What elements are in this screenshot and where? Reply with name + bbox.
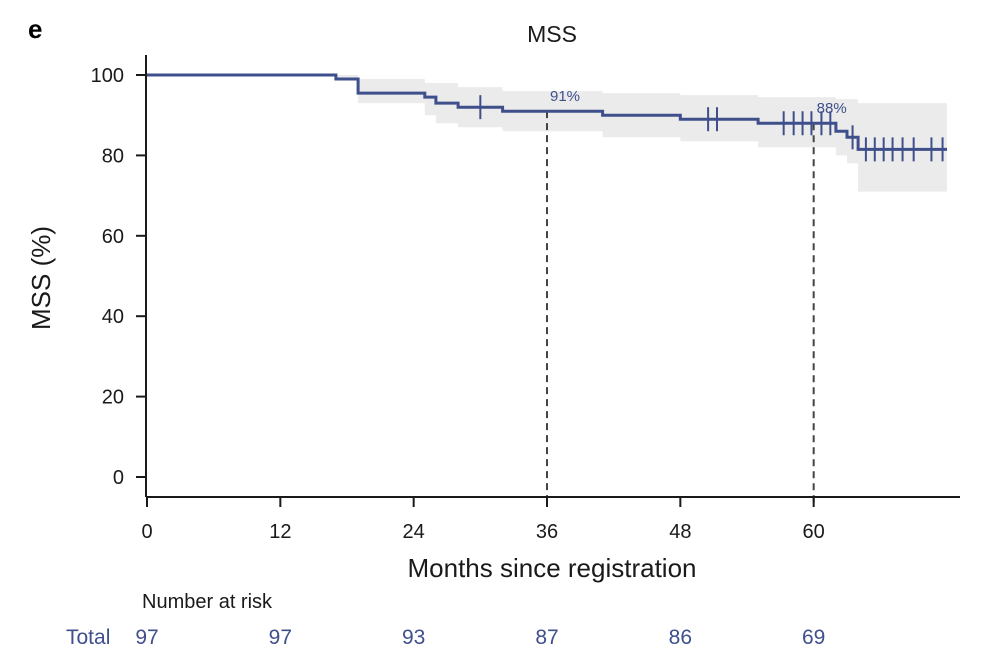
reference-label-60: 88% bbox=[817, 100, 847, 117]
y-tick-label-60: 60 bbox=[102, 226, 124, 248]
x-tick-label-60: 60 bbox=[803, 521, 825, 543]
risk-table-values: 97 97 93 87 86 69 bbox=[135, 626, 825, 649]
x-axis-ticks: 0 12 24 36 48 60 bbox=[141, 497, 825, 543]
risk-value-36: 87 bbox=[535, 626, 558, 649]
survival-curve bbox=[147, 73, 947, 151]
confidence-band bbox=[147, 75, 947, 192]
risk-value-48: 86 bbox=[669, 626, 692, 649]
y-tick-label-0: 0 bbox=[113, 467, 124, 489]
reference-lines: 91% 88% bbox=[546, 88, 847, 503]
censor-marks bbox=[479, 95, 944, 162]
y-tick-label-100: 100 bbox=[91, 65, 124, 87]
y-axis-ticks: 0 20 40 60 80 100 bbox=[91, 65, 146, 489]
risk-table-title: Number at risk bbox=[142, 591, 273, 613]
x-tick-label-48: 48 bbox=[669, 521, 691, 543]
y-tick-label-40: 40 bbox=[102, 306, 124, 328]
risk-row-label: Total bbox=[66, 626, 110, 649]
y-axis-title: MSS (%) bbox=[26, 226, 56, 330]
y-tick-label-20: 20 bbox=[102, 387, 124, 409]
x-tick-label-24: 24 bbox=[403, 521, 425, 543]
x-tick-label-12: 12 bbox=[269, 521, 291, 543]
plot-area: 91% 88% bbox=[147, 73, 947, 503]
risk-value-0: 97 bbox=[135, 626, 158, 649]
risk-value-12: 97 bbox=[269, 626, 292, 649]
x-tick-label-36: 36 bbox=[536, 521, 558, 543]
reference-label-36: 91% bbox=[550, 88, 580, 105]
y-tick-label-80: 80 bbox=[102, 145, 124, 167]
x-tick-label-0: 0 bbox=[141, 521, 152, 543]
chart-title: MSS bbox=[527, 21, 577, 47]
risk-value-60: 69 bbox=[802, 626, 825, 649]
panel-label: e bbox=[28, 14, 42, 44]
risk-value-24: 93 bbox=[402, 626, 425, 649]
x-axis-title: Months since registration bbox=[407, 553, 696, 583]
